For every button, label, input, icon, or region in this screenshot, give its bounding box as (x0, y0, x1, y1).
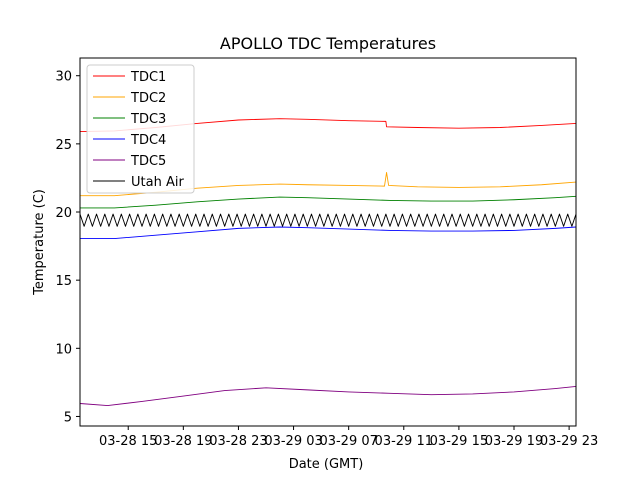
series-line-tdc4 (80, 226, 577, 240)
legend-label: Utah Air (131, 175, 184, 190)
legend-label: TDC2 (130, 91, 166, 106)
y-tick-label: 25 (55, 138, 72, 153)
x-tick-label: 03-29 03 (264, 434, 322, 449)
x-tick-label: 03-29 07 (319, 434, 377, 449)
x-tick-label: 03-29 23 (540, 434, 598, 449)
series-line-tdc3 (80, 195, 577, 209)
x-tick-label: 03-29 15 (430, 434, 488, 449)
legend: TDC1 TDC2 TDC3 TDC4 TDC5 Utah Air (86, 64, 195, 194)
series-line-tdc5 (79, 386, 577, 407)
legend-label: TDC3 (130, 112, 166, 127)
legend-label: TDC4 (130, 133, 166, 148)
legend-label: TDC1 (130, 70, 166, 85)
series-line-utah-air (79, 213, 577, 227)
chart-title: APOLLO TDC Temperatures (220, 34, 436, 53)
legend-label: TDC5 (130, 154, 166, 169)
y-tick-label: 20 (55, 206, 72, 221)
axes-frame (79, 57, 577, 427)
y-tick-label: 10 (55, 342, 72, 357)
y-tick-label: 15 (55, 274, 72, 289)
y-axis-label: Temperature (C) (32, 189, 47, 296)
y-tick-label: 5 (64, 410, 72, 425)
y-tick-label: 30 (55, 70, 72, 85)
x-axis-label: Date (GMT) (289, 457, 364, 472)
x-tick-label: 03-28 19 (154, 434, 212, 449)
y-axis-ticks: 5 10 15 20 25 30 (55, 70, 80, 425)
x-tick-label: 03-28 23 (209, 434, 267, 449)
x-tick-label: 03-28 15 (99, 434, 157, 449)
x-tick-label: 03-29 19 (485, 434, 543, 449)
x-tick-label: 03-29 11 (375, 434, 433, 449)
